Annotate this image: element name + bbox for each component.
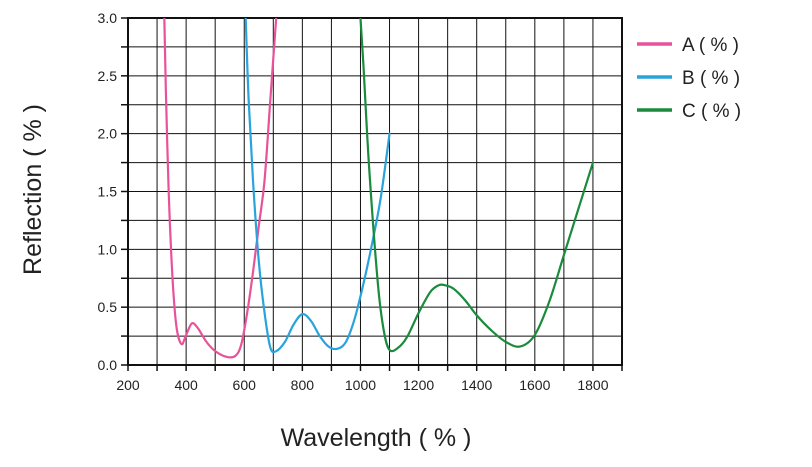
y-tick-label: 1.0 [98, 241, 118, 257]
x-axis-title: Wavelength ( % ) [281, 424, 472, 452]
y-tick-label: 2.0 [98, 126, 118, 142]
series-line-c [359, 18, 595, 353]
axis-ticks: 200 400 600 800 1000 1200 1400 1600 1800 0.0 0.5 1.… [98, 10, 623, 393]
legend-label: C ( % ) [682, 101, 741, 122]
x-tick-label: 1600 [519, 377, 550, 393]
series-line-b [244, 18, 391, 354]
x-tick-label: 1200 [403, 377, 434, 393]
x-tick-label: 800 [291, 377, 315, 393]
x-tick-label: 1000 [345, 377, 376, 393]
y-tick-label: 2.5 [98, 68, 118, 84]
legend-label: A ( % ) [682, 35, 739, 56]
legend: A ( % ) B ( % ) C ( % ) [637, 35, 741, 122]
y-tick-label: 0.5 [98, 299, 118, 315]
y-axis-title: Reflection ( % ) [19, 104, 47, 275]
x-tick-label: 1400 [461, 377, 492, 393]
x-tick-label: 200 [116, 377, 140, 393]
series-line-a [163, 18, 278, 359]
y-tick-label: 1.5 [98, 184, 118, 200]
x-tick-label: 600 [233, 377, 257, 393]
legend-label: B ( % ) [682, 68, 740, 89]
y-tick-label: 3.0 [98, 10, 118, 26]
grid-lines [128, 18, 622, 365]
y-tick-label: 0.0 [98, 357, 118, 373]
series-lines [163, 18, 595, 359]
x-tick-label: 1800 [577, 377, 608, 393]
x-tick-label: 400 [174, 377, 198, 393]
